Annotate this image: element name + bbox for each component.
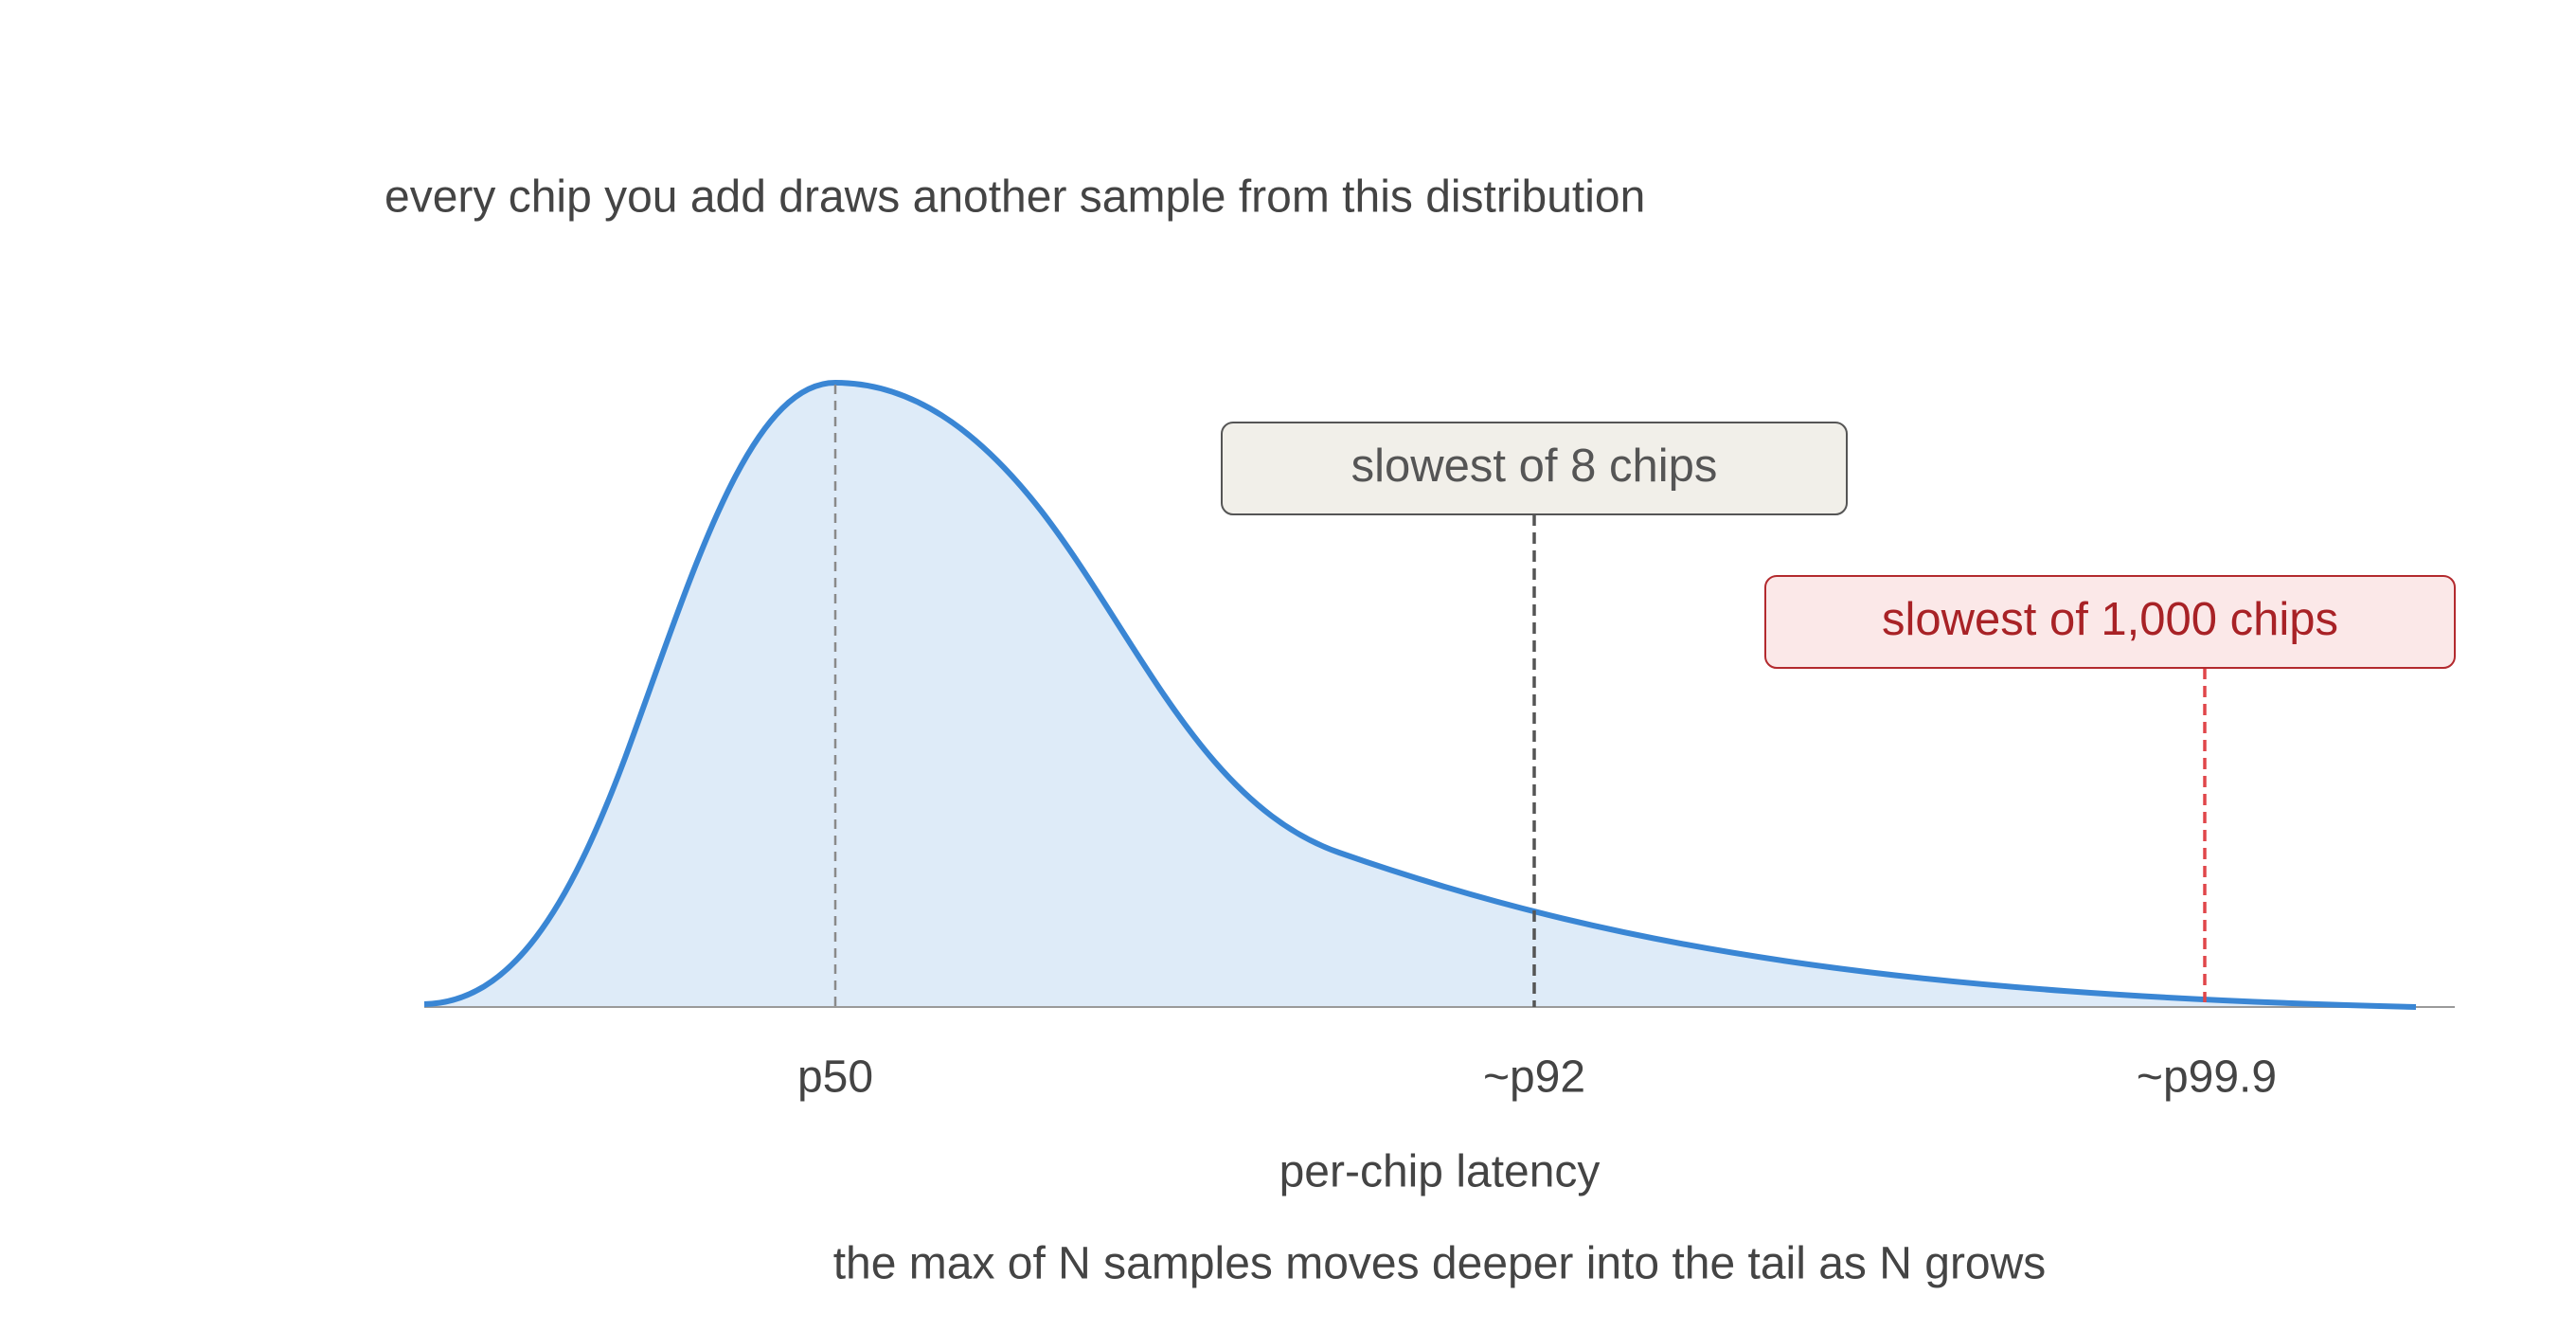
title: every chip you add draws another sample … (385, 172, 1645, 223)
caption: the max of N samples moves deeper into t… (833, 1239, 2047, 1289)
distribution-fill (424, 383, 2416, 1007)
callout-label: slowest of 1,000 chips (1882, 594, 2338, 645)
callout-box (1764, 575, 2456, 669)
marker-label: p50 (797, 1052, 873, 1103)
marker-label: ~p92 (1483, 1052, 1585, 1103)
axis-label: per-chip latency (1279, 1147, 1601, 1197)
marker-label: ~p99.9 (2137, 1052, 2277, 1103)
callout-box (1221, 422, 1848, 515)
distribution-curve (423, 379, 2417, 1010)
callout-label: slowest of 8 chips (1351, 441, 1718, 492)
